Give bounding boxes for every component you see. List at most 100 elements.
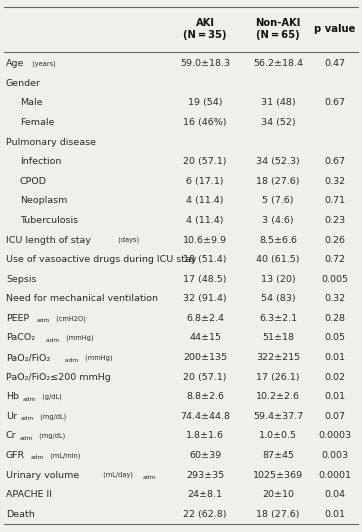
Text: p value: p value bbox=[314, 24, 356, 35]
Text: 10.6±9.9: 10.6±9.9 bbox=[183, 236, 227, 245]
Text: (N = 35): (N = 35) bbox=[183, 30, 227, 40]
Text: 13 (20): 13 (20) bbox=[261, 275, 295, 284]
Text: 0.04: 0.04 bbox=[324, 490, 345, 499]
Text: 8.5±6.6: 8.5±6.6 bbox=[259, 236, 297, 245]
Text: 56.2±18.4: 56.2±18.4 bbox=[253, 59, 303, 68]
Text: 34 (52): 34 (52) bbox=[261, 118, 295, 127]
Text: (mL/min): (mL/min) bbox=[49, 452, 81, 459]
Text: adm: adm bbox=[20, 417, 34, 421]
Text: Pulmonary disease: Pulmonary disease bbox=[6, 138, 96, 147]
Text: 0.0001: 0.0001 bbox=[319, 470, 352, 479]
Text: 20 (57.1): 20 (57.1) bbox=[183, 157, 227, 166]
Text: 0.32: 0.32 bbox=[324, 177, 346, 186]
Text: Male: Male bbox=[20, 98, 42, 107]
Text: (cmH2O): (cmH2O) bbox=[54, 315, 85, 322]
Text: 0.47: 0.47 bbox=[324, 59, 345, 68]
Text: (g/dL): (g/dL) bbox=[40, 394, 62, 400]
Text: 1.8±1.6: 1.8±1.6 bbox=[186, 431, 224, 440]
Text: (mg/dL): (mg/dL) bbox=[38, 413, 66, 420]
Text: adm: adm bbox=[63, 358, 79, 362]
Text: 6.3±2.1: 6.3±2.1 bbox=[259, 314, 297, 323]
Text: 34 (52.3): 34 (52.3) bbox=[256, 157, 300, 166]
Text: APACHE II: APACHE II bbox=[6, 490, 52, 499]
Text: (mmHg): (mmHg) bbox=[83, 354, 113, 361]
Text: 44±15: 44±15 bbox=[189, 334, 221, 343]
Text: (mL/day): (mL/day) bbox=[101, 472, 133, 478]
Text: 8.8±2.6: 8.8±2.6 bbox=[186, 392, 224, 401]
Text: 0.01: 0.01 bbox=[324, 510, 345, 519]
Text: (mmHg): (mmHg) bbox=[64, 335, 93, 341]
Text: Cr: Cr bbox=[6, 431, 17, 440]
Text: 1025±369: 1025±369 bbox=[253, 470, 303, 479]
Text: Gender: Gender bbox=[6, 79, 41, 88]
Text: 0.28: 0.28 bbox=[324, 314, 345, 323]
Text: 0.0003: 0.0003 bbox=[319, 431, 352, 440]
Text: Non-AKI: Non-AKI bbox=[255, 19, 301, 29]
Text: 0.01: 0.01 bbox=[324, 392, 345, 401]
Text: 24±8.1: 24±8.1 bbox=[188, 490, 223, 499]
Text: 0.23: 0.23 bbox=[324, 216, 346, 225]
Text: 200±135: 200±135 bbox=[183, 353, 227, 362]
Text: 10.2±2.6: 10.2±2.6 bbox=[256, 392, 300, 401]
Text: 18 (51.4): 18 (51.4) bbox=[183, 255, 227, 264]
Text: Neoplasm: Neoplasm bbox=[20, 196, 67, 205]
Text: 54 (83): 54 (83) bbox=[261, 294, 295, 303]
Text: 60±39: 60±39 bbox=[189, 451, 221, 460]
Text: (N = 65): (N = 65) bbox=[256, 30, 300, 40]
Text: 0.67: 0.67 bbox=[324, 98, 345, 107]
Text: 0.67: 0.67 bbox=[324, 157, 345, 166]
Text: ICU length of stay: ICU length of stay bbox=[6, 236, 91, 245]
Text: 59.0±18.3: 59.0±18.3 bbox=[180, 59, 230, 68]
Text: 4 (11.4): 4 (11.4) bbox=[186, 216, 224, 225]
Text: 0.005: 0.005 bbox=[321, 275, 349, 284]
Text: Hb: Hb bbox=[6, 392, 19, 401]
Text: 32 (91.4): 32 (91.4) bbox=[183, 294, 227, 303]
Text: Need for mechanical ventilation: Need for mechanical ventilation bbox=[6, 294, 158, 303]
Text: PEEP: PEEP bbox=[6, 314, 29, 323]
Text: 17 (26.1): 17 (26.1) bbox=[256, 372, 300, 381]
Text: 16 (46%): 16 (46%) bbox=[183, 118, 227, 127]
Text: Death: Death bbox=[6, 510, 35, 519]
Text: 20 (57.1): 20 (57.1) bbox=[183, 372, 227, 381]
Text: 6.8±2.4: 6.8±2.4 bbox=[186, 314, 224, 323]
Text: (years): (years) bbox=[30, 61, 56, 67]
Text: PaO₂/FiO₂: PaO₂/FiO₂ bbox=[6, 353, 50, 362]
Text: Age: Age bbox=[6, 59, 24, 68]
Text: Urinary volume: Urinary volume bbox=[6, 470, 79, 479]
Text: 87±45: 87±45 bbox=[262, 451, 294, 460]
Text: Female: Female bbox=[20, 118, 54, 127]
Text: 1.0±0.5: 1.0±0.5 bbox=[259, 431, 297, 440]
Text: Infection: Infection bbox=[20, 157, 62, 166]
Text: 0.01: 0.01 bbox=[324, 353, 345, 362]
Text: 18 (27.6): 18 (27.6) bbox=[256, 177, 300, 186]
Text: adm: adm bbox=[36, 318, 50, 323]
Text: 0.003: 0.003 bbox=[321, 451, 349, 460]
Text: adm: adm bbox=[23, 397, 36, 402]
Text: 0.71: 0.71 bbox=[324, 196, 345, 205]
Text: 31 (48): 31 (48) bbox=[261, 98, 295, 107]
Text: 18 (27.6): 18 (27.6) bbox=[256, 510, 300, 519]
Text: 5 (7.6): 5 (7.6) bbox=[262, 196, 294, 205]
Text: 20±10: 20±10 bbox=[262, 490, 294, 499]
Text: 59.4±37.7: 59.4±37.7 bbox=[253, 412, 303, 421]
Text: 19 (54): 19 (54) bbox=[188, 98, 222, 107]
Text: Use of vasoactive drugs during ICU stay: Use of vasoactive drugs during ICU stay bbox=[6, 255, 197, 264]
Text: 40 (61.5): 40 (61.5) bbox=[256, 255, 300, 264]
Text: GFR: GFR bbox=[6, 451, 25, 460]
Text: PaCO₂: PaCO₂ bbox=[6, 334, 35, 343]
Text: Ur: Ur bbox=[6, 412, 17, 421]
Text: 22 (62.8): 22 (62.8) bbox=[183, 510, 227, 519]
Text: 51±18: 51±18 bbox=[262, 334, 294, 343]
Text: 0.32: 0.32 bbox=[324, 294, 346, 303]
Text: AKI: AKI bbox=[195, 19, 215, 29]
Text: 0.05: 0.05 bbox=[324, 334, 345, 343]
Text: adm: adm bbox=[44, 338, 59, 343]
Text: Sepsis: Sepsis bbox=[6, 275, 37, 284]
Text: 0.72: 0.72 bbox=[324, 255, 345, 264]
Text: 3 (4.6): 3 (4.6) bbox=[262, 216, 294, 225]
Text: 0.26: 0.26 bbox=[324, 236, 345, 245]
Text: 4 (11.4): 4 (11.4) bbox=[186, 196, 224, 205]
Text: adm: adm bbox=[31, 455, 45, 461]
Text: Tuberculosis: Tuberculosis bbox=[20, 216, 78, 225]
Text: 322±215: 322±215 bbox=[256, 353, 300, 362]
